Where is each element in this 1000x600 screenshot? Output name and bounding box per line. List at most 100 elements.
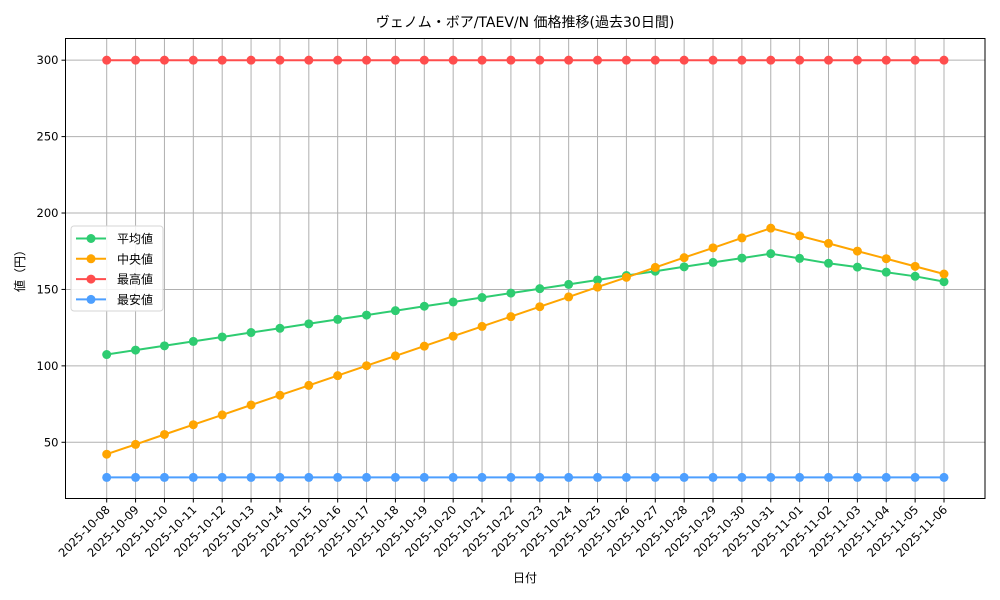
series-最高値 <box>102 55 949 65</box>
data-point <box>737 55 747 65</box>
data-point <box>737 472 747 482</box>
data-point <box>737 253 747 263</box>
data-point <box>304 55 314 65</box>
data-point <box>448 55 458 65</box>
data-point <box>246 472 256 482</box>
data-point <box>275 390 285 400</box>
data-point <box>939 472 949 482</box>
data-point <box>131 345 141 355</box>
data-point <box>766 55 776 65</box>
data-point <box>333 55 343 65</box>
data-point <box>766 249 776 259</box>
data-point <box>131 439 141 449</box>
data-point <box>910 271 920 281</box>
data-point <box>275 472 285 482</box>
data-point <box>881 55 891 65</box>
data-point <box>275 323 285 333</box>
data-point <box>448 331 458 341</box>
data-point <box>679 262 689 272</box>
y-tick-label: 250 <box>37 130 59 144</box>
data-point <box>650 472 660 482</box>
data-point <box>564 55 574 65</box>
data-point <box>881 254 891 264</box>
data-point <box>824 258 834 268</box>
data-point <box>390 472 400 482</box>
data-point <box>564 292 574 302</box>
data-point <box>304 319 314 329</box>
series-最安値 <box>102 472 949 482</box>
series-layer <box>102 55 949 482</box>
data-point <box>535 302 545 312</box>
data-point <box>188 336 198 346</box>
legend-label: 最安値 <box>117 292 153 307</box>
data-point <box>217 332 227 342</box>
data-point <box>679 55 689 65</box>
plot-area <box>65 38 986 499</box>
data-point <box>650 55 660 65</box>
data-point <box>477 321 487 331</box>
data-point <box>333 314 343 324</box>
data-point <box>159 55 169 65</box>
data-point <box>708 472 718 482</box>
data-point <box>824 55 834 65</box>
data-point <box>852 246 862 256</box>
data-point <box>131 472 141 482</box>
data-point <box>939 277 949 287</box>
data-point <box>881 267 891 277</box>
data-point <box>419 55 429 65</box>
data-point <box>390 306 400 316</box>
data-point <box>621 55 631 65</box>
data-point <box>246 328 256 338</box>
data-point <box>188 472 198 482</box>
data-point <box>102 350 112 360</box>
data-point <box>448 297 458 307</box>
y-tick-label: 150 <box>37 282 59 296</box>
data-point <box>304 380 314 390</box>
data-point <box>159 472 169 482</box>
x-axis-label: 日付 <box>513 571 537 585</box>
data-point <box>390 55 400 65</box>
data-point <box>679 472 689 482</box>
data-point <box>506 472 516 482</box>
data-point <box>477 472 487 482</box>
data-point <box>275 55 285 65</box>
data-point <box>593 275 603 285</box>
data-point <box>593 282 603 292</box>
data-point <box>102 55 112 65</box>
data-point <box>593 55 603 65</box>
data-point <box>102 472 112 482</box>
data-point <box>535 284 545 294</box>
y-tick-label: 300 <box>37 53 59 67</box>
data-point <box>621 472 631 482</box>
data-point <box>102 449 112 459</box>
chart-title: ヴェノム・ボア/TAEV/N 価格推移(過去30日間) <box>376 14 675 31</box>
data-point <box>708 257 718 267</box>
data-point <box>564 472 574 482</box>
data-point <box>333 472 343 482</box>
data-point <box>535 472 545 482</box>
data-point <box>362 55 372 65</box>
data-point <box>824 238 834 248</box>
data-point <box>910 55 920 65</box>
data-point <box>766 472 776 482</box>
data-point <box>535 55 545 65</box>
data-point <box>217 55 227 65</box>
data-point <box>131 55 141 65</box>
grid-lines <box>65 38 985 499</box>
data-point <box>939 55 949 65</box>
y-tick-label: 200 <box>37 206 59 220</box>
data-point <box>506 312 516 322</box>
data-point <box>246 55 256 65</box>
data-point <box>304 472 314 482</box>
data-point <box>188 420 198 430</box>
series-中央値 <box>102 223 949 459</box>
data-point <box>650 262 660 272</box>
data-point <box>795 472 805 482</box>
legend-label: 中央値 <box>117 251 153 266</box>
data-point <box>852 262 862 272</box>
data-point <box>506 55 516 65</box>
data-point <box>910 261 920 271</box>
data-point <box>795 55 805 65</box>
